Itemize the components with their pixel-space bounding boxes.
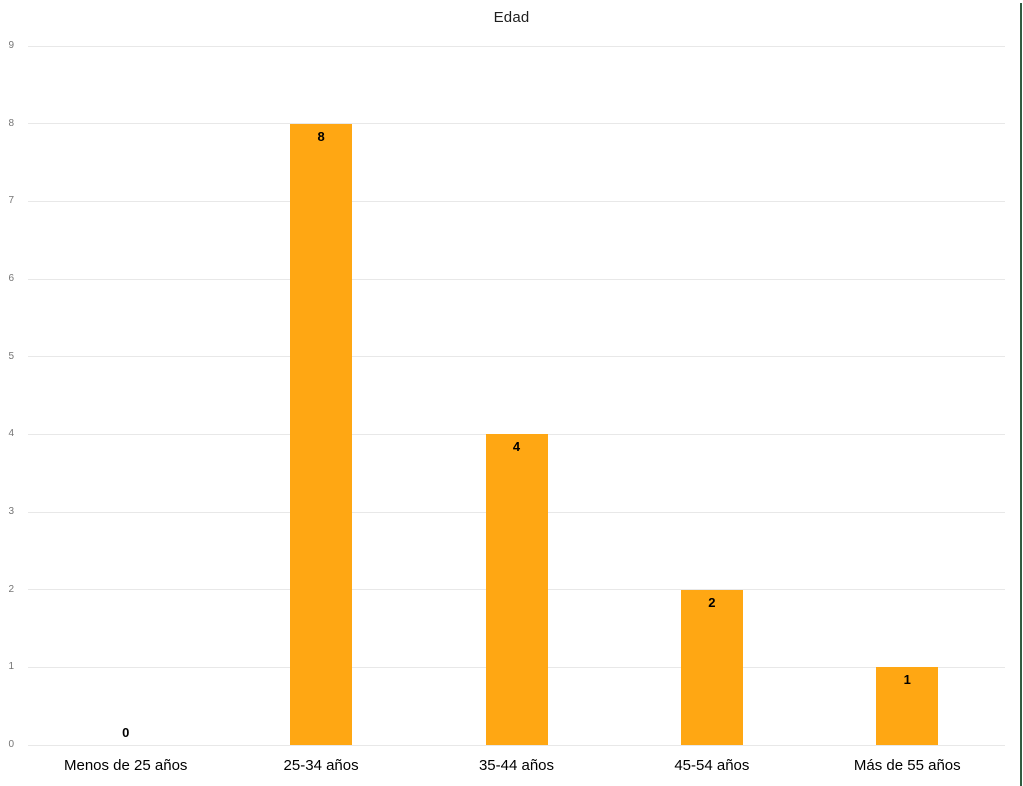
gridline <box>28 744 1005 746</box>
gridline <box>28 123 1005 125</box>
y-axis-tick-label: 4 <box>8 428 14 440</box>
y-axis-tick-label: 5 <box>8 350 14 362</box>
gridline <box>28 45 1005 47</box>
bar <box>485 434 548 745</box>
bar <box>876 667 939 745</box>
bar-value-label: 1 <box>903 672 911 688</box>
right-edge-border <box>1020 3 1022 786</box>
bar-value-label: 8 <box>317 128 325 144</box>
chart-title: Edad <box>493 9 530 26</box>
gridline <box>28 356 1005 358</box>
y-axis-tick-label: 1 <box>8 661 14 673</box>
x-category-label: Menos de 25 años <box>63 757 188 774</box>
y-axis-tick-label: 2 <box>8 583 14 595</box>
y-axis-tick-label: 9 <box>8 40 14 51</box>
gridline <box>28 200 1005 202</box>
y-axis-tick-label: 6 <box>8 273 14 284</box>
bar <box>680 589 743 745</box>
x-category-label: 35-44 años <box>478 757 555 774</box>
gridline <box>28 278 1005 280</box>
bar-value-label: 0 <box>122 725 130 740</box>
y-axis-tick-label: 3 <box>8 506 14 517</box>
bar-value-label: 4 <box>512 439 521 455</box>
y-axis-tick-label: 8 <box>8 117 14 129</box>
x-category-label: Más de 55 años <box>853 757 961 774</box>
bar <box>290 123 353 745</box>
bar-value-label: 2 <box>708 594 716 610</box>
y-axis-tick-label: 0 <box>8 739 14 750</box>
y-axis-tick-label: 7 <box>8 195 14 207</box>
x-category-label: 45-54 años <box>674 757 750 774</box>
x-category-label: 25-34 años <box>283 757 359 774</box>
